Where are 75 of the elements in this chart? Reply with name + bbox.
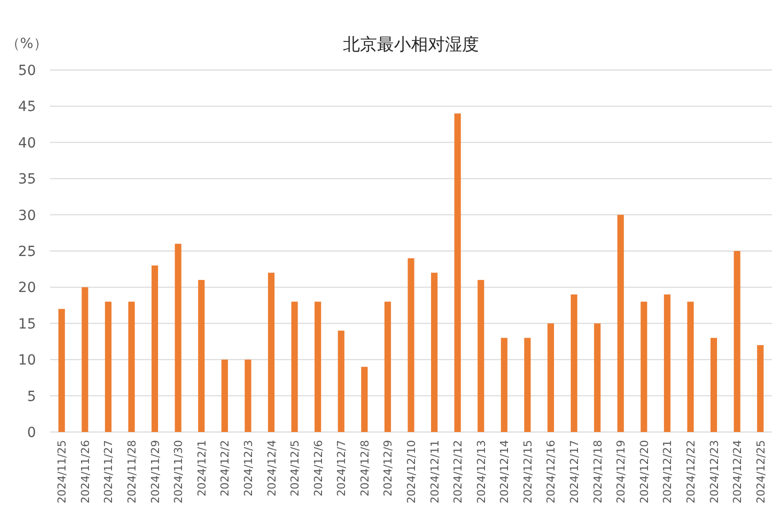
x-tick-label: 2024/12/19: [614, 440, 628, 504]
bar: [244, 360, 252, 432]
y-tick-label: 20: [18, 280, 36, 296]
x-tick-label: 2024/12/20: [638, 440, 651, 504]
x-tick-label: 2024/11/28: [126, 440, 139, 504]
bar: [547, 323, 554, 432]
bar: [734, 251, 740, 432]
x-tick-label: 2024/11/30: [172, 440, 186, 504]
bar: [291, 302, 298, 432]
x-tick-label: 2024/11/27: [102, 440, 116, 504]
x-tick-label: 2024/12/3: [242, 440, 255, 496]
bar: [524, 338, 531, 432]
bar: [594, 323, 601, 432]
bar: [687, 302, 694, 432]
x-tick-label: 2024/12/5: [288, 440, 302, 496]
x-tick-label: 2024/11/25: [56, 440, 69, 504]
bar: [664, 294, 670, 432]
bar: [128, 302, 135, 432]
x-tick-label: 2024/12/23: [708, 440, 721, 504]
y-tick-label: 30: [18, 208, 36, 224]
y-tick-label: 10: [18, 352, 36, 369]
bar: [570, 294, 578, 432]
x-tick-label: 2024/12/8: [358, 440, 372, 496]
x-tick-label: 2024/12/7: [335, 440, 348, 496]
bar: [640, 302, 648, 432]
x-tick-label: 2024/12/25: [754, 440, 768, 504]
y-tick-label: 5: [27, 388, 36, 405]
bar: [710, 338, 718, 432]
y-tick-label: 15: [18, 316, 36, 332]
y-tick-label: 25: [18, 244, 36, 260]
x-tick-label: 2024/12/1: [195, 440, 208, 496]
bar: [82, 287, 88, 432]
bar: [152, 265, 158, 432]
bar: [384, 302, 391, 432]
x-tick-label: 2024/12/12: [452, 440, 465, 504]
x-tick-label: 2024/12/18: [591, 440, 604, 504]
bar: [338, 330, 344, 432]
x-tick-label: 2024/12/16: [544, 440, 558, 504]
y-axis-title: （%）: [6, 36, 48, 52]
x-tick-label: 2024/12/21: [661, 440, 674, 504]
y-tick-label: 50: [18, 63, 36, 79]
x-tick-label: 2024/12/13: [474, 440, 488, 504]
bar: [174, 244, 182, 432]
x-tick-label: 2024/12/4: [265, 440, 278, 496]
x-tick-label: 2024/12/24: [731, 440, 744, 504]
bar: [268, 272, 275, 432]
x-tick-label: 2024/12/6: [312, 440, 325, 496]
bar: [617, 214, 624, 432]
bar: [58, 308, 65, 432]
x-tick-label: 2024/12/2: [218, 440, 232, 496]
bar: [104, 302, 112, 432]
x-tick-label: 2024/12/11: [428, 440, 442, 504]
bar: [454, 113, 461, 432]
x-tick-label: 2024/12/10: [405, 440, 418, 504]
x-tick-label: 2024/11/29: [148, 440, 162, 504]
bar: [221, 360, 228, 432]
y-tick-label: 35: [18, 172, 36, 188]
y-tick-label: 45: [18, 99, 36, 116]
x-tick-label: 2024/12/17: [568, 440, 582, 504]
bar: [314, 302, 322, 432]
bar: [478, 280, 484, 432]
x-tick-label: 2024/12/22: [684, 440, 698, 504]
bar: [431, 272, 438, 432]
y-tick-label: 0: [27, 425, 36, 441]
x-tick-label: 2024/12/14: [498, 440, 512, 504]
chart-title: 北京最小相对湿度: [343, 35, 479, 55]
x-tick-label: 2024/12/15: [521, 440, 534, 504]
y-tick-label: 40: [18, 135, 36, 152]
x-tick-label: 2024/12/9: [382, 440, 395, 496]
bar: [757, 345, 764, 432]
bar: [408, 258, 414, 432]
bar: [198, 280, 205, 432]
bar: [361, 366, 368, 432]
bar: [500, 338, 508, 432]
x-tick-label: 2024/11/26: [78, 440, 92, 504]
